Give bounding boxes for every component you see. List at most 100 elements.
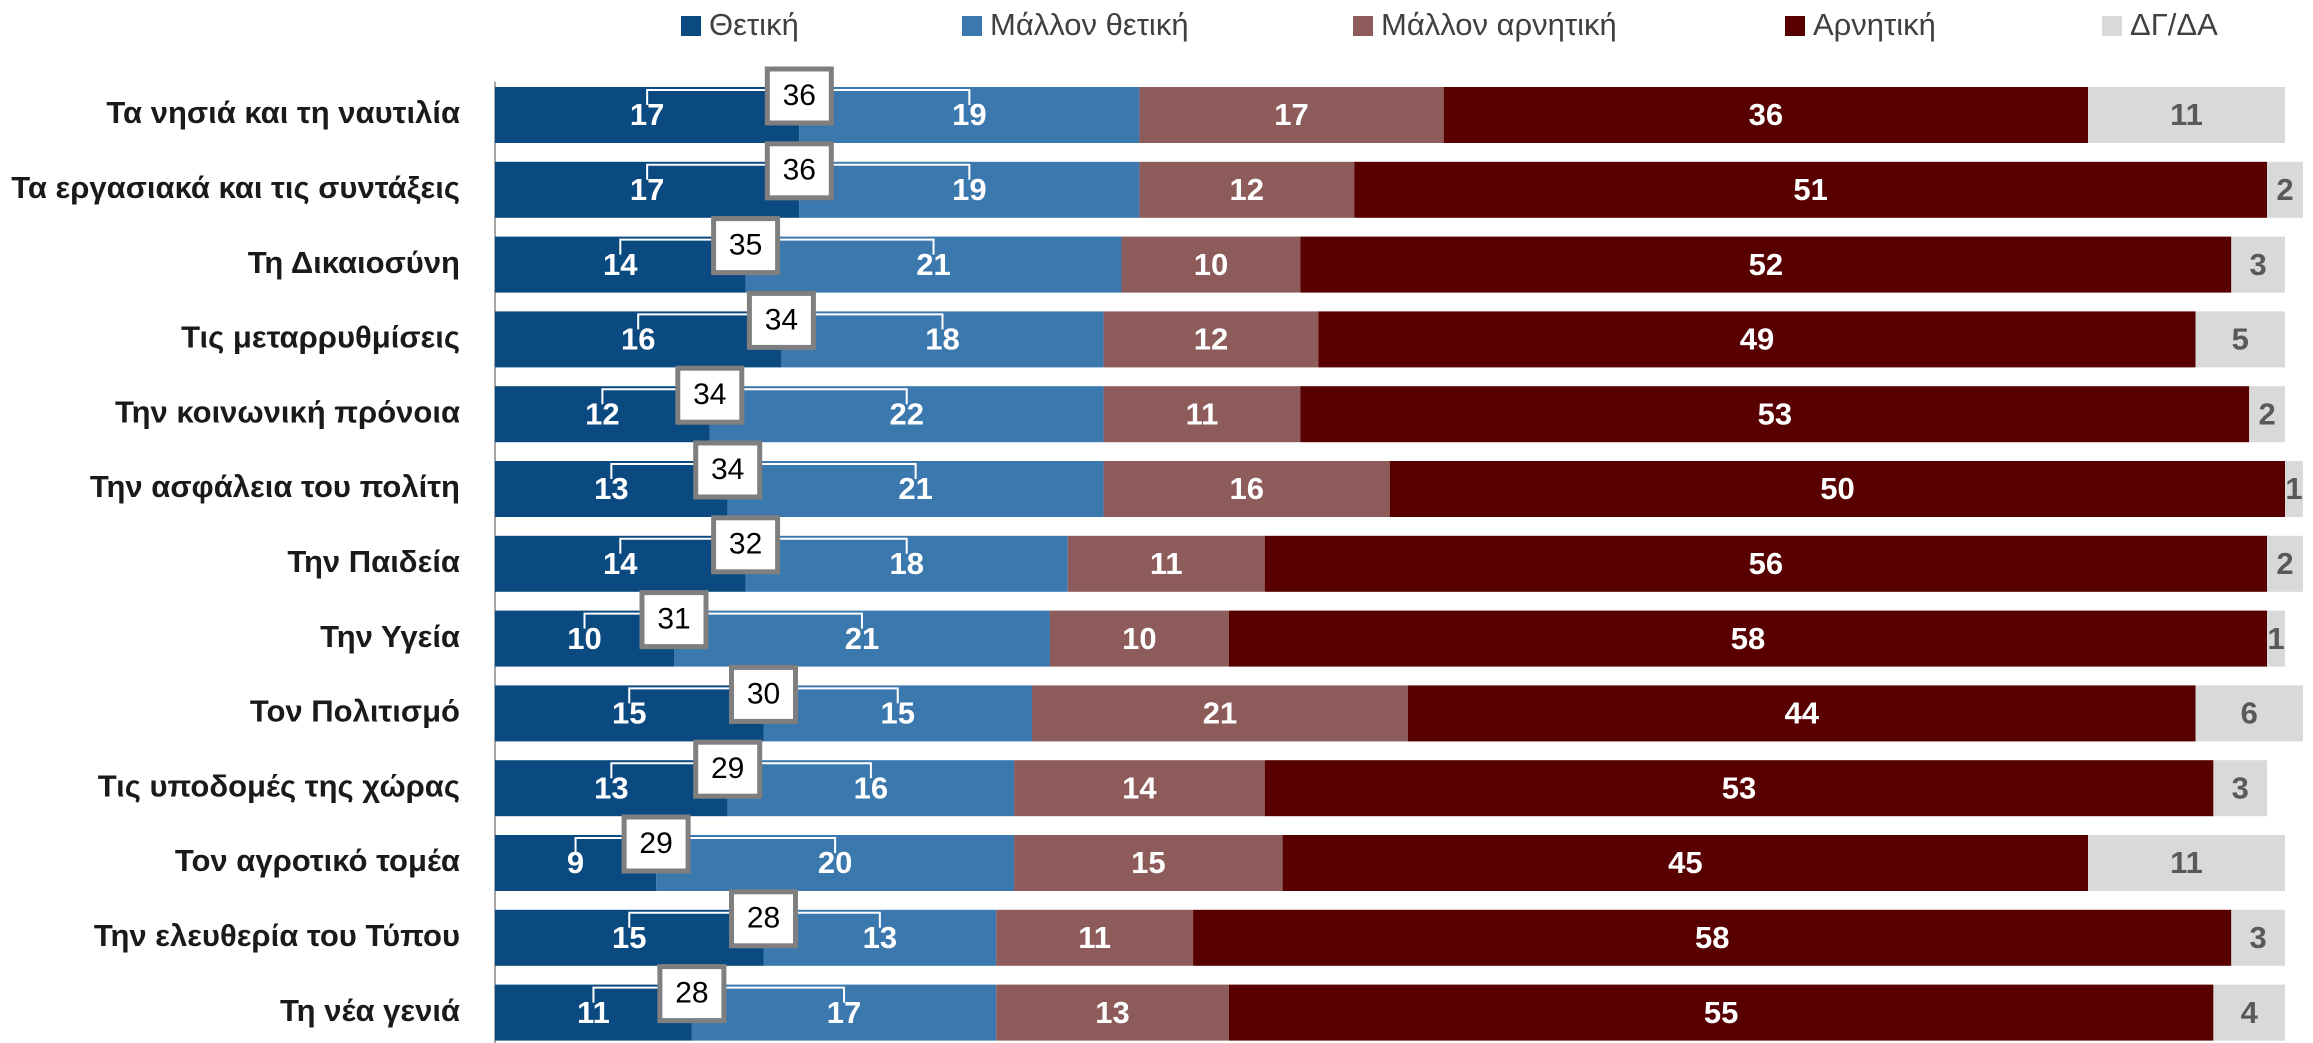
total-label: 34 [765,303,798,336]
total-box [729,664,798,724]
category-label: Τις υποδομές της χώρας [98,768,460,803]
total-label: 34 [711,453,744,486]
bar-segment [1443,87,2089,143]
bar-segment [1390,461,2285,517]
bar-segment [1407,685,2196,742]
value-label: 12 [1194,322,1228,357]
value-label: 45 [1668,845,1702,880]
value-label: 55 [1704,995,1738,1030]
total-label: 34 [693,378,726,411]
value-label: 15 [1131,845,1165,880]
bar-segment [1067,535,1265,592]
value-label: 9 [567,845,584,880]
category-label: Τον Πολιτισμό [250,694,460,729]
total-bracket [601,388,908,405]
legend-swatch [2102,16,2122,36]
bar-segment [2267,535,2303,592]
category-label: Την Παιδεία [287,544,460,579]
total-bracket [574,837,837,853]
total-box [693,440,763,500]
total-box [657,964,727,1024]
value-label: 5 [2232,322,2249,357]
total-box [693,739,763,799]
bar-segment [1103,461,1390,517]
value-label: 51 [1793,172,1827,207]
value-label: 53 [1722,770,1756,805]
value-label: 58 [1731,621,1765,656]
total-label: 35 [729,229,762,262]
total-bracket [610,463,917,479]
total-box [621,814,691,874]
value-label: 2 [2258,396,2275,431]
value-label: 21 [1203,696,1237,731]
value-label: 3 [2232,770,2249,805]
bar-segment [1121,236,1301,293]
value-label: 49 [1740,322,1774,357]
category-label: Τον αγροτικό τομέα [175,843,460,878]
bar-segment [1264,535,2268,592]
bar-segment [2249,386,2285,443]
total-box [639,590,709,650]
value-label: 2 [2276,546,2293,581]
legend-label: ΔΓ/ΔΑ [2130,7,2218,42]
bar-segment [2213,760,2268,817]
total-box [746,290,816,350]
value-label: 52 [1749,247,1783,282]
total-box [764,141,834,201]
legend-swatch [681,16,701,36]
bar-segment [1139,161,1355,218]
total-label: 28 [675,977,708,1010]
total-box [675,365,745,425]
bar-segment [1032,685,1408,742]
category-label: Την ασφάλεια του πολίτη [90,469,460,504]
bar-segment [996,909,1194,966]
total-label: 32 [729,528,762,561]
category-label: Τη νέα γενιά [280,993,460,1028]
category-label: Τη Δικαιοσύνη [248,245,460,280]
value-label: 6 [2241,696,2258,731]
value-label: 58 [1695,920,1729,955]
value-label: 10 [1122,621,1156,656]
bar-segment [2231,909,2285,966]
total-label: 36 [783,154,816,187]
value-label: 56 [1749,546,1783,581]
value-label: 11 [1150,546,1183,581]
value-label: 11 [1078,920,1111,955]
total-label: 29 [711,752,744,785]
bar-segment [2195,311,2285,368]
category-label: Την κοινωνική πρόνοια [115,394,460,429]
value-label: 4 [2241,995,2259,1030]
value-label: 53 [1758,396,1792,431]
value-label: 17 [1274,97,1308,132]
bar-segment [996,984,1229,1041]
total-box [711,216,781,276]
legend-label: Μάλλον αρνητική [1381,7,1617,42]
value-label: 50 [1820,471,1854,506]
value-label: 13 [1095,995,1129,1030]
bar-segment [1228,984,2214,1041]
total-box [711,515,781,575]
category-label: Τα εργασιακά και τις συντάξεις [11,170,460,205]
legend-swatch [1785,16,1805,36]
value-label: 3 [2250,247,2267,282]
total-label: 29 [639,827,672,860]
bar-segment [1103,386,1301,443]
bar-segment [1014,835,1283,891]
bar-segment [2088,87,2285,143]
legend-swatch [1353,16,1373,36]
value-label: 11 [2170,97,2203,132]
bar-segment [2195,685,2303,742]
value-label: 36 [1749,97,1783,132]
bar-segment [2267,610,2285,667]
bar-segment [1193,909,2232,966]
value-label: 12 [1230,172,1264,207]
value-label: 44 [1784,696,1819,731]
bar-segment [1049,610,1229,667]
bar-segment [1282,835,2089,891]
legend-label: Μάλλον θετική [990,7,1189,42]
value-label: 10 [1194,247,1228,282]
total-label: 28 [747,902,780,935]
category-label: Τα νησιά και τη ναυτιλία [106,95,460,130]
total-label: 36 [783,79,816,112]
